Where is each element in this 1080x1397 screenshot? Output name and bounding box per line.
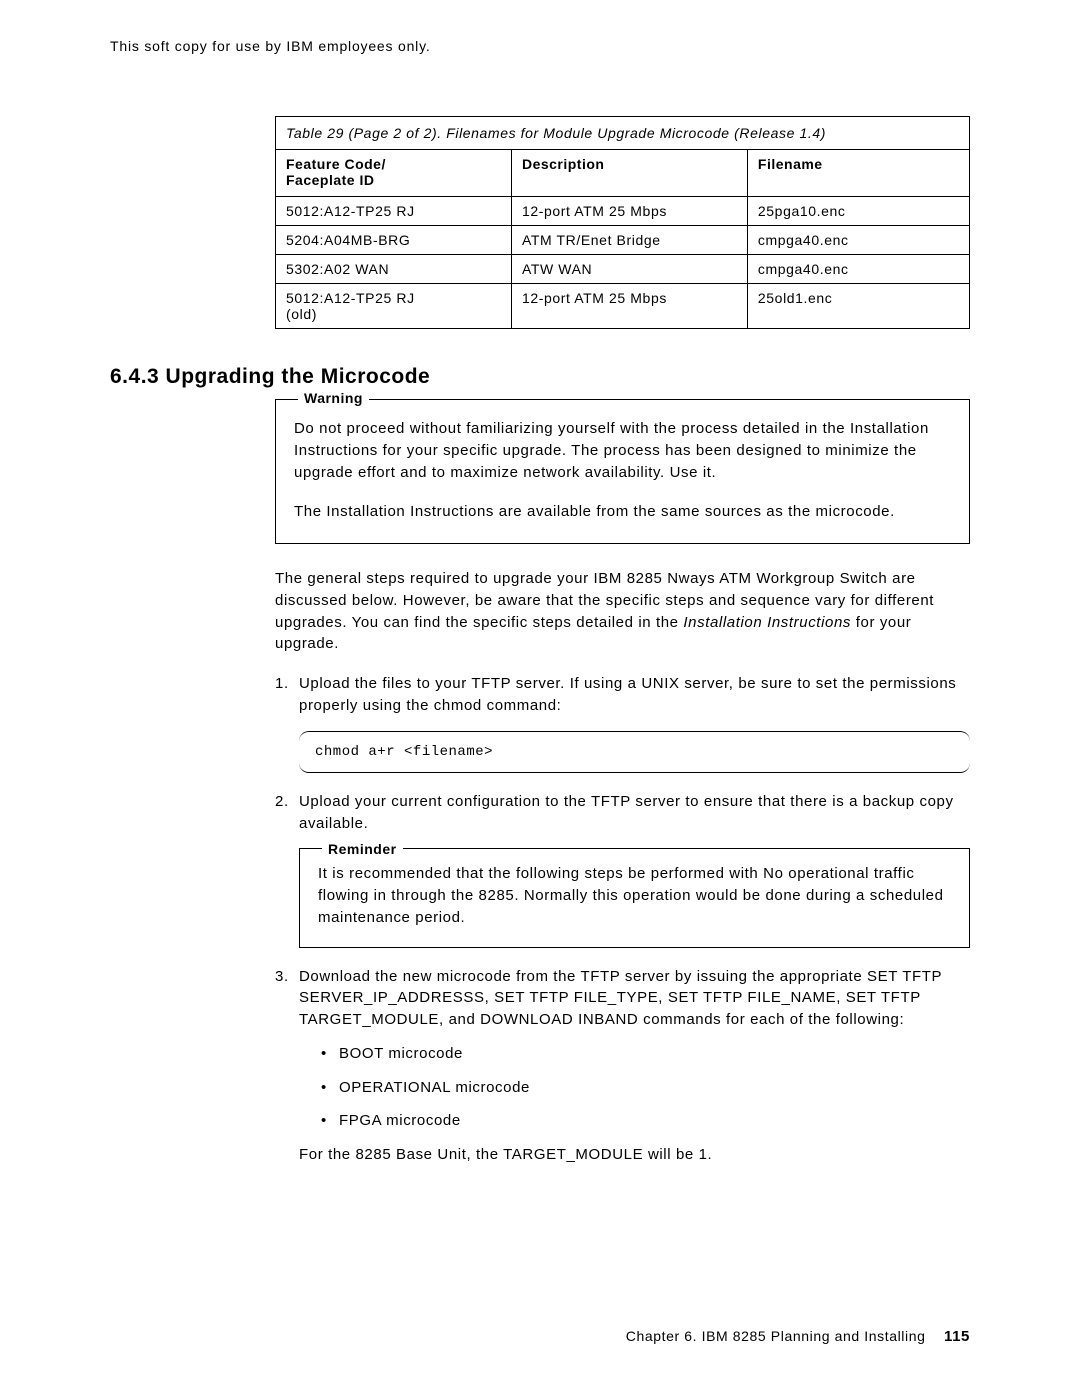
cell-desc: 12-port ATM 25 Mbps (511, 197, 747, 226)
header-note: This soft copy for use by IBM employees … (110, 38, 970, 54)
cell-file: 25pga10.enc (747, 197, 969, 226)
th-feature-code: Feature Code/ Faceplate ID (276, 150, 512, 197)
table-row: 5012:A12-TP25 RJ 12-port ATM 25 Mbps 25p… (276, 197, 970, 226)
steps-list: Upload the files to your TFTP server. If… (275, 673, 970, 1166)
footer-chapter: Chapter 6. IBM 8285 Planning and Install… (626, 1328, 926, 1344)
table-row: 5302:A02 WAN ATW WAN cmpga40.enc (276, 255, 970, 284)
step-1: Upload the files to your TFTP server. If… (275, 673, 970, 773)
table-caption-row: Table 29 (Page 2 of 2). Filenames for Mo… (276, 117, 970, 150)
step-2: Upload your current configuration to the… (275, 791, 970, 948)
warning-p2: The Installation Instructions are availa… (294, 501, 953, 523)
cell-desc: ATW WAN (511, 255, 747, 284)
intro-italic: Installation Instructions (683, 614, 851, 631)
cell-feature: 5302:A02 WAN (276, 255, 512, 284)
step-2-text: Upload your current configuration to the… (299, 793, 954, 832)
th-line2: Faceplate ID (286, 172, 374, 188)
table-header-row: Feature Code/ Faceplate ID Description F… (276, 150, 970, 197)
warning-callout: Warning Do not proceed without familiari… (275, 399, 970, 544)
reminder-text: It is recommended that the following ste… (318, 863, 953, 928)
microcode-table-wrap: Table 29 (Page 2 of 2). Filenames for Mo… (275, 116, 970, 329)
microcode-table: Table 29 (Page 2 of 2). Filenames for Mo… (275, 116, 970, 329)
th-filename: Filename (747, 150, 969, 197)
cell-file: cmpga40.enc (747, 226, 969, 255)
intro-paragraph: The general steps required to upgrade yo… (275, 568, 970, 655)
step-1-text: Upload the files to your TFTP server. If… (299, 675, 956, 714)
cell-file: cmpga40.enc (747, 255, 969, 284)
bullet-boot: BOOT microcode (321, 1043, 970, 1065)
bullet-fpga: FPGA microcode (321, 1110, 970, 1132)
cell-feature: 5012:A12-TP25 RJ (old) (276, 284, 512, 329)
cell-line2: (old) (286, 306, 317, 322)
step-3: Download the new microcode from the TFTP… (275, 966, 970, 1166)
footer-page-number: 115 (944, 1328, 970, 1345)
th-line1: Feature Code/ (286, 156, 386, 172)
cell-desc: 12-port ATM 25 Mbps (511, 284, 747, 329)
cell-desc: ATM TR/Enet Bridge (511, 226, 747, 255)
warning-p1: Do not proceed without familiarizing you… (294, 418, 953, 483)
reminder-callout: Reminder It is recommended that the foll… (299, 848, 970, 947)
code-box: chmod a+r <filename> (299, 731, 970, 773)
step-3-after: For the 8285 Base Unit, the TARGET_MODUL… (299, 1144, 970, 1166)
table-row: 5012:A12-TP25 RJ (old) 12-port ATM 25 Mb… (276, 284, 970, 329)
reminder-title: Reminder (322, 839, 403, 859)
cell-feature: 5204:A04MB-BRG (276, 226, 512, 255)
table-caption: Table 29 (Page 2 of 2). Filenames for Mo… (276, 117, 970, 150)
table-row: 5204:A04MB-BRG ATM TR/Enet Bridge cmpga4… (276, 226, 970, 255)
cell-feature: 5012:A12-TP25 RJ (276, 197, 512, 226)
step-3-text: Download the new microcode from the TFTP… (299, 968, 942, 1029)
cell-line1: 5012:A12-TP25 RJ (286, 290, 415, 306)
page-footer: Chapter 6. IBM 8285 Planning and Install… (626, 1328, 970, 1345)
cell-file: 25old1.enc (747, 284, 969, 329)
bullet-operational: OPERATIONAL microcode (321, 1077, 970, 1099)
warning-title: Warning (298, 390, 369, 406)
microcode-bullets: BOOT microcode OPERATIONAL microcode FPG… (321, 1043, 970, 1132)
th-description: Description (511, 150, 747, 197)
section-heading: 6.4.3 Upgrading the Microcode (110, 365, 970, 389)
section-content: Warning Do not proceed without familiari… (275, 399, 970, 1166)
